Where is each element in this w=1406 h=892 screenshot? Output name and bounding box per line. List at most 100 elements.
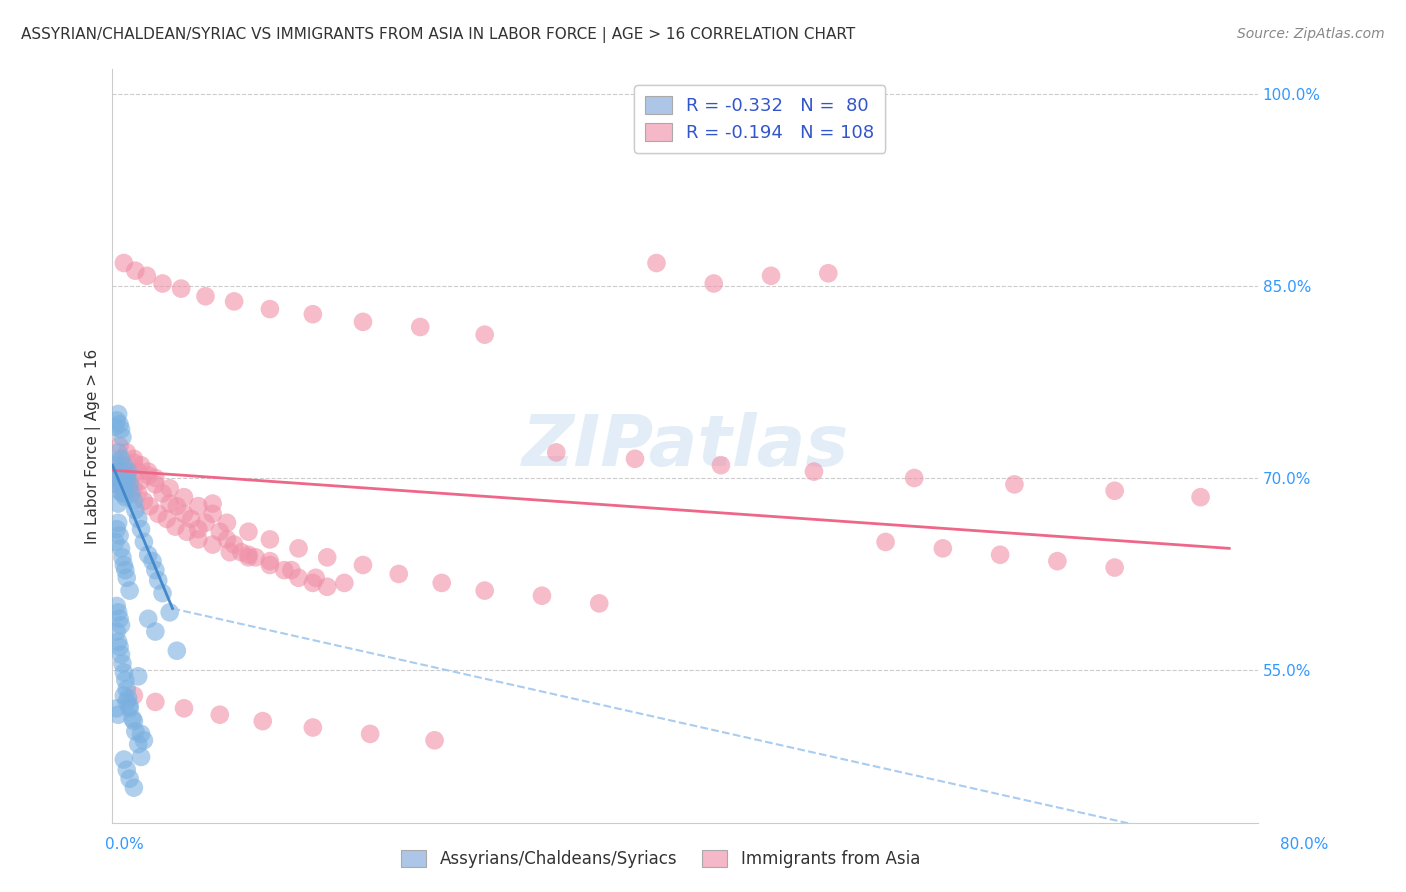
Point — [107, 497, 129, 511]
Legend: Assyrians/Chaldeans/Syriacs, Immigrants from Asia: Assyrians/Chaldeans/Syriacs, Immigrants … — [395, 843, 927, 875]
Point — [132, 535, 155, 549]
Point — [165, 519, 187, 533]
Point — [759, 268, 782, 283]
Point — [194, 516, 217, 530]
Point — [710, 458, 733, 473]
Point — [114, 563, 136, 577]
Point — [112, 752, 135, 766]
Point — [136, 612, 159, 626]
Point — [117, 465, 139, 479]
Point — [112, 256, 135, 270]
Legend: R = -0.332   N =  80, R = -0.194   N = 108: R = -0.332 N = 80, R = -0.194 N = 108 — [634, 85, 886, 153]
Point — [208, 707, 231, 722]
Point — [118, 772, 141, 786]
Point — [173, 490, 195, 504]
Point — [115, 445, 138, 459]
Point — [201, 497, 224, 511]
Point — [108, 528, 131, 542]
Point — [118, 477, 141, 491]
Point — [115, 468, 138, 483]
Point — [136, 465, 159, 479]
Point — [107, 634, 129, 648]
Point — [423, 733, 446, 747]
Point — [105, 522, 128, 536]
Point — [152, 586, 174, 600]
Point — [105, 458, 128, 473]
Point — [138, 499, 160, 513]
Point — [359, 727, 381, 741]
Point — [122, 494, 145, 508]
Point — [932, 541, 955, 556]
Point — [352, 558, 374, 572]
Point — [122, 780, 145, 795]
Point — [180, 512, 202, 526]
Point — [104, 419, 127, 434]
Point — [108, 612, 131, 626]
Point — [187, 499, 209, 513]
Point — [127, 486, 149, 500]
Point — [287, 571, 309, 585]
Point — [215, 516, 238, 530]
Point — [287, 541, 309, 556]
Point — [388, 566, 411, 581]
Point — [145, 563, 167, 577]
Point — [129, 474, 152, 488]
Point — [305, 571, 328, 585]
Point — [127, 669, 149, 683]
Point — [129, 750, 152, 764]
Point — [118, 698, 141, 713]
Y-axis label: In Labor Force | Age > 16: In Labor Force | Age > 16 — [86, 349, 101, 543]
Point — [1104, 483, 1126, 498]
Point — [105, 599, 128, 613]
Point — [104, 471, 127, 485]
Point — [187, 522, 209, 536]
Point — [110, 451, 132, 466]
Point — [409, 320, 432, 334]
Point — [107, 707, 129, 722]
Point — [107, 477, 129, 491]
Point — [352, 315, 374, 329]
Point — [166, 499, 188, 513]
Point — [194, 289, 217, 303]
Point — [201, 537, 224, 551]
Point — [302, 307, 325, 321]
Point — [129, 727, 152, 741]
Point — [302, 575, 325, 590]
Point — [152, 486, 174, 500]
Point — [259, 533, 281, 547]
Point — [114, 468, 136, 483]
Point — [105, 413, 128, 427]
Point — [152, 277, 174, 291]
Point — [129, 522, 152, 536]
Text: ZIPatlas: ZIPatlas — [522, 411, 849, 481]
Point — [107, 516, 129, 530]
Point — [122, 481, 145, 495]
Point — [120, 486, 142, 500]
Point — [145, 477, 167, 491]
Point — [111, 477, 134, 491]
Point — [231, 545, 253, 559]
Text: ASSYRIAN/CHALDEAN/SYRIAC VS IMMIGRANTS FROM ASIA IN LABOR FORCE | AGE > 16 CORRE: ASSYRIAN/CHALDEAN/SYRIAC VS IMMIGRANTS F… — [21, 27, 855, 43]
Point — [238, 548, 260, 562]
Point — [238, 550, 260, 565]
Point — [208, 524, 231, 539]
Point — [127, 737, 149, 751]
Point — [302, 721, 325, 735]
Point — [111, 430, 134, 444]
Point — [187, 533, 209, 547]
Point — [474, 583, 496, 598]
Point — [173, 507, 195, 521]
Point — [245, 550, 267, 565]
Point — [105, 624, 128, 639]
Point — [238, 524, 260, 539]
Point — [141, 554, 163, 568]
Point — [127, 465, 149, 479]
Point — [817, 266, 839, 280]
Point — [316, 550, 339, 565]
Point — [111, 550, 134, 565]
Point — [530, 589, 553, 603]
Point — [1189, 490, 1212, 504]
Point — [1104, 560, 1126, 574]
Point — [588, 596, 610, 610]
Point — [124, 263, 146, 277]
